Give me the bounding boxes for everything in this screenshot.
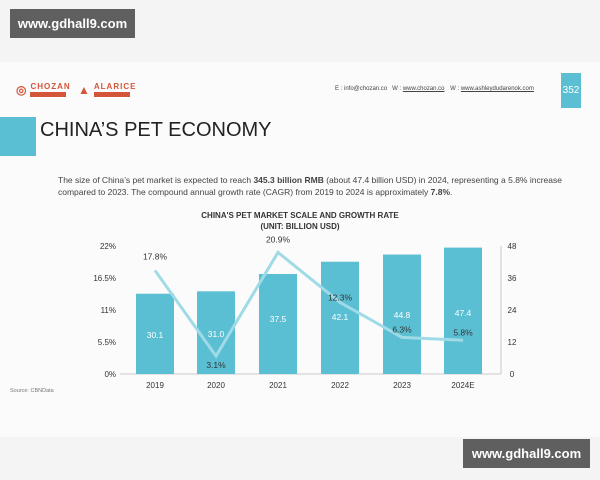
description-highlight-market-size: 345.3 billion RMB bbox=[253, 175, 324, 185]
web1-label: W : bbox=[392, 86, 402, 92]
description: The size of China’s pet market is expect… bbox=[58, 174, 573, 198]
bar-value-label: 42.1 bbox=[332, 312, 349, 322]
chart-subtitle: (UNIT: BILLION USD) bbox=[260, 222, 340, 231]
contact-info: E : info@chozan.co W : www.chozan.co W :… bbox=[335, 86, 538, 92]
left-tick-label: 22% bbox=[100, 242, 116, 251]
x-tick-label: 2021 bbox=[269, 381, 287, 390]
description-text: . bbox=[450, 187, 453, 197]
left-tick-label: 11% bbox=[101, 306, 116, 315]
right-tick-label: 48 bbox=[508, 242, 517, 251]
x-tick-label: 2019 bbox=[146, 381, 164, 390]
right-tick-label: 12 bbox=[508, 338, 517, 347]
bar-value-label: 37.5 bbox=[270, 314, 287, 324]
website-link-chozan[interactable]: www.chozan.co bbox=[402, 86, 445, 92]
bar-value-label: 30.1 bbox=[147, 330, 164, 340]
line-value-label: 5.8% bbox=[453, 327, 473, 337]
source-note: Source: CBNData bbox=[10, 388, 54, 394]
bar-value-label: 31.0 bbox=[208, 329, 225, 339]
page-number: 352 bbox=[561, 73, 581, 108]
line-value-label: 12.3% bbox=[328, 292, 353, 302]
watermark-top: www.gdhall9.com bbox=[10, 9, 135, 38]
description-text: (about 47.4 billion USD) in 2024, repres… bbox=[58, 175, 562, 197]
alarice-logo-subtitle-bar bbox=[93, 92, 130, 97]
slide bbox=[0, 62, 600, 437]
website-link-ashley[interactable]: www.ashleydudarenok.com bbox=[460, 86, 534, 92]
chozan-logo-subtitle-bar bbox=[30, 92, 67, 97]
line-value-label: 6.3% bbox=[392, 324, 412, 334]
bar bbox=[383, 254, 421, 374]
x-tick-label: 2023 bbox=[393, 381, 411, 390]
description-text: The size of China’s pet market is expect… bbox=[58, 175, 254, 185]
bar-value-label: 44.8 bbox=[394, 310, 411, 320]
left-tick-label: 16.5% bbox=[93, 274, 116, 283]
right-tick-label: 0 bbox=[510, 370, 515, 379]
chozan-logo: ◎ CHOZAN bbox=[16, 82, 71, 97]
left-tick-label: 5.5% bbox=[98, 338, 116, 347]
left-tick-label: 0% bbox=[104, 370, 116, 379]
chart-title: CHINA'S PET MARKET SCALE AND GROWTH RATE bbox=[201, 211, 399, 220]
right-tick-label: 36 bbox=[508, 274, 517, 283]
bar-value-label: 47.4 bbox=[455, 308, 472, 318]
chozan-logo-icon: ◎ bbox=[16, 82, 28, 97]
bar bbox=[136, 293, 174, 374]
line-value-label: 17.8% bbox=[143, 251, 168, 261]
right-tick-label: 24 bbox=[508, 306, 517, 315]
x-tick-label: 2024E bbox=[451, 381, 474, 390]
bar bbox=[321, 261, 359, 374]
line-value-label: 3.1% bbox=[206, 360, 226, 370]
watermark-bottom: www.gdhall9.com bbox=[463, 439, 590, 468]
growth-rate-line bbox=[153, 250, 464, 359]
web2-label: W : bbox=[450, 86, 460, 92]
alarice-logo: ▲ ALARICE bbox=[78, 82, 136, 97]
bar bbox=[444, 247, 482, 374]
page-title: CHINA’S PET ECONOMY bbox=[40, 119, 272, 141]
alarice-logo-text: ALARICE bbox=[93, 82, 137, 91]
x-tick-label: 2020 bbox=[207, 381, 225, 390]
alarice-logo-icon: ▲ bbox=[78, 82, 91, 97]
chozan-logo-text: CHOZAN bbox=[30, 82, 71, 91]
bar bbox=[259, 274, 297, 374]
email: E : info@chozan.co bbox=[335, 86, 388, 92]
title-accent-block bbox=[0, 117, 36, 156]
description-highlight-cagr: 7.8% bbox=[430, 187, 451, 197]
x-tick-label: 2022 bbox=[331, 381, 349, 390]
line-value-label: 20.9% bbox=[266, 234, 291, 244]
